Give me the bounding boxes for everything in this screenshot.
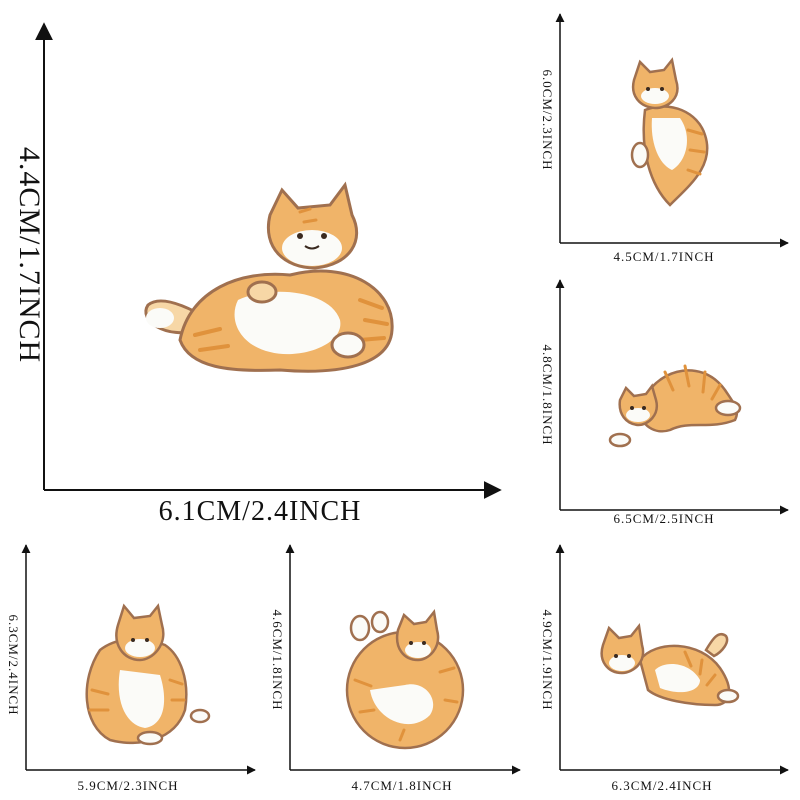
cat-patch-curled [345, 609, 465, 750]
cat-patch-lounging [144, 181, 394, 373]
patch-panel-5: 4.7CM/1.8INCH 4.6CM/1.8INCH [270, 544, 521, 793]
cat-patch-stretching [608, 364, 742, 448]
height-label: 4.4CM/1.7INCH [13, 147, 46, 363]
patch-panel-2: 4.5CM/1.7INCH 6.0CM/2.3INCH [540, 13, 789, 264]
patch-panel-6: 6.3CM/2.4INCH 4.9CM/1.9INCH [540, 544, 789, 793]
patch-panel-3: 6.5CM/2.5INCH 4.8CM/1.8INCH [540, 279, 789, 526]
width-label: 6.3CM/2.4INCH [611, 778, 712, 793]
cat-patch-reclining [600, 623, 740, 707]
height-label: 4.6CM/1.8INCH [270, 609, 285, 710]
width-label: 4.5CM/1.7INCH [613, 249, 714, 264]
height-label: 6.0CM/2.3INCH [540, 69, 555, 170]
width-label: 4.7CM/1.8INCH [351, 778, 452, 793]
height-label: 4.9CM/1.9INCH [540, 609, 555, 710]
patch-panel-1 [35, 22, 502, 499]
width-label: 6.1CM/2.4INCH [159, 496, 362, 527]
height-label: 4.8CM/1.8INCH [540, 344, 555, 445]
width-label: 6.5CM/2.5INCH [613, 511, 714, 526]
cat-patch-sitting [85, 603, 211, 746]
cat-patch-standing [630, 57, 709, 207]
height-label: 6.3CM/2.4INCH [6, 614, 21, 715]
width-label: 5.9CM/2.3INCH [77, 778, 178, 793]
patch-panel-4: 5.9CM/2.3INCH 6.3CM/2.4INCH [6, 544, 256, 793]
